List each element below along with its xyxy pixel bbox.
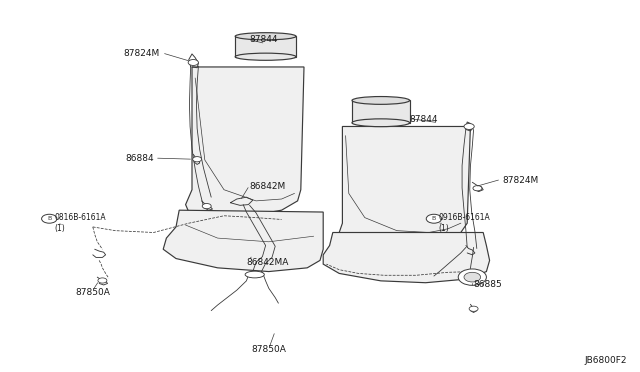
Polygon shape: [236, 36, 296, 57]
Text: 87844: 87844: [410, 115, 438, 124]
Circle shape: [193, 157, 202, 162]
Circle shape: [42, 214, 57, 223]
Text: 86842M: 86842M: [250, 182, 286, 190]
Circle shape: [426, 214, 442, 223]
Ellipse shape: [352, 119, 410, 127]
Ellipse shape: [352, 97, 410, 105]
Polygon shape: [323, 232, 490, 283]
Circle shape: [473, 186, 482, 191]
Text: 86885: 86885: [474, 280, 502, 289]
Circle shape: [469, 306, 478, 311]
Text: JB6800F2: JB6800F2: [585, 356, 627, 365]
Text: 0916B-6161A: 0916B-6161A: [438, 213, 490, 222]
Circle shape: [464, 124, 474, 129]
Circle shape: [464, 272, 481, 282]
Text: 86884: 86884: [125, 154, 154, 163]
Polygon shape: [163, 210, 323, 272]
Polygon shape: [186, 67, 304, 218]
Ellipse shape: [235, 33, 296, 40]
Circle shape: [188, 60, 198, 65]
Text: (1): (1): [438, 224, 449, 233]
Text: B: B: [432, 216, 436, 221]
Circle shape: [458, 269, 486, 285]
Circle shape: [202, 203, 211, 209]
Text: 86842MA: 86842MA: [246, 258, 289, 267]
Text: 0816B-6161A: 0816B-6161A: [54, 213, 106, 222]
Text: 87850A: 87850A: [252, 345, 286, 354]
Text: (1): (1): [54, 224, 65, 233]
Polygon shape: [339, 126, 470, 246]
Text: 87824M: 87824M: [502, 176, 539, 185]
Text: B: B: [47, 216, 51, 221]
Ellipse shape: [245, 271, 264, 278]
Ellipse shape: [235, 53, 296, 60]
Text: 87850A: 87850A: [76, 288, 110, 296]
Text: 87844: 87844: [250, 35, 278, 44]
Text: 87824M: 87824M: [124, 49, 160, 58]
Circle shape: [98, 278, 107, 283]
Polygon shape: [352, 100, 410, 123]
